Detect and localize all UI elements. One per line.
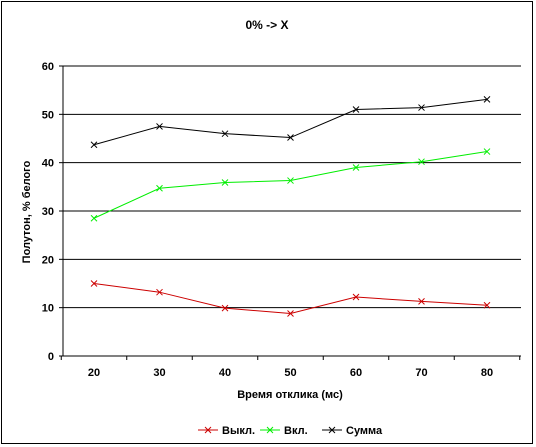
data-point-2-3 <box>287 134 294 141</box>
y-tick-label-60: 60 <box>42 61 54 73</box>
series-line-0 <box>93 283 488 314</box>
marker-stroke <box>483 148 491 155</box>
data-point-2-5 <box>418 104 425 111</box>
legend-item-1: Вкл. <box>260 425 308 437</box>
y-tick-label-0: 0 <box>48 351 54 363</box>
data-point-0-3 <box>287 310 294 317</box>
marker-stroke <box>418 158 425 166</box>
marker-stroke <box>156 123 163 130</box>
y-axis-label: Полутон, % белого <box>21 160 33 263</box>
data-point-1-1 <box>156 184 163 192</box>
marker-stroke <box>90 280 98 287</box>
x-tick-label-30: 30 <box>153 367 165 379</box>
marker-stroke <box>352 164 360 171</box>
y-tick-label-30: 30 <box>42 206 54 218</box>
data-point-0-6 <box>483 301 491 309</box>
x-tick-label-80: 80 <box>481 367 493 379</box>
x-tick-label-60: 60 <box>350 367 362 379</box>
legend-marker <box>328 426 336 434</box>
marker-stroke <box>90 214 98 222</box>
marker-stroke <box>418 298 425 305</box>
x-tick-labels: 20 30 40 50 60 70 80 <box>88 367 493 379</box>
data-point-0-5 <box>418 298 425 305</box>
legend-item-2: Сумма <box>322 425 383 437</box>
data-point-1-5 <box>418 158 425 166</box>
data-point-1-2 <box>221 179 229 186</box>
data-point-2-0 <box>90 141 98 149</box>
y-tick-label-40: 40 <box>42 158 54 170</box>
marker-stroke <box>90 141 98 149</box>
series-line-1 <box>93 151 488 219</box>
x-tick-label-20: 20 <box>88 367 100 379</box>
data-point-2-6 <box>483 95 491 103</box>
marker-stroke <box>287 177 294 184</box>
y-tick-labels: 0 10 20 30 40 50 60 <box>42 61 54 363</box>
marker-stroke <box>328 426 336 434</box>
legend-item-0: Выкл. <box>198 425 255 437</box>
marker-stroke <box>287 134 294 141</box>
data-point-1-6 <box>483 148 491 155</box>
data-point-1-0 <box>90 214 98 222</box>
series-lines <box>90 95 491 317</box>
legend-label: Сумма <box>346 425 383 437</box>
data-point-1-3 <box>287 177 294 184</box>
data-point-0-4 <box>352 293 360 301</box>
marker-stroke <box>266 426 274 434</box>
marker-stroke <box>483 301 491 309</box>
marker-stroke <box>204 426 212 434</box>
chart-title: 0% -> X <box>245 18 288 32</box>
data-point-0-2 <box>221 304 229 312</box>
legend: Выкл. Вкл. Сумма <box>198 425 383 437</box>
marker-stroke <box>352 293 360 301</box>
legend-label: Выкл. <box>222 425 255 437</box>
legend-marker <box>266 426 274 434</box>
legend-label: Вкл. <box>284 425 308 437</box>
marker-stroke <box>287 310 294 317</box>
marker-stroke <box>352 106 360 113</box>
marker-stroke <box>483 95 491 103</box>
marker-stroke <box>418 104 425 111</box>
marker-stroke <box>221 304 229 312</box>
data-point-2-2 <box>221 130 229 138</box>
y-tick-label-10: 10 <box>42 303 54 315</box>
data-point-0-0 <box>90 280 98 287</box>
marker-stroke <box>156 288 163 296</box>
x-tick-label-70: 70 <box>415 367 427 379</box>
x-tick-label-40: 40 <box>219 367 231 379</box>
marker-stroke <box>156 184 163 192</box>
axes <box>59 65 521 360</box>
x-tick-label-50: 50 <box>284 367 296 379</box>
marker-stroke <box>221 130 229 138</box>
data-point-2-1 <box>156 123 163 130</box>
data-point-0-1 <box>156 288 163 296</box>
data-point-2-4 <box>352 106 360 113</box>
legend-marker <box>204 426 212 434</box>
data-point-1-4 <box>352 164 360 171</box>
y-tick-label-50: 50 <box>42 109 54 121</box>
gridlines <box>63 65 521 309</box>
y-tick-label-20: 20 <box>42 254 54 266</box>
marker-stroke <box>221 179 229 186</box>
x-axis-label: Время отклика (мс) <box>237 389 343 401</box>
